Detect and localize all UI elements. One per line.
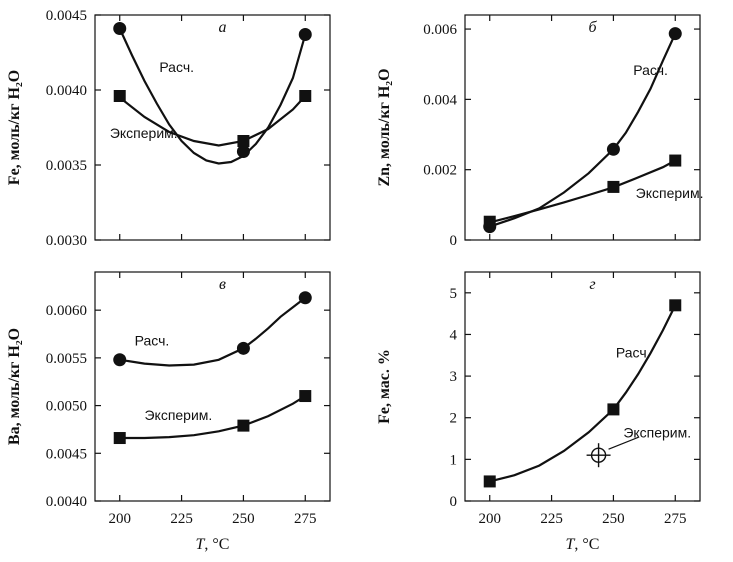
panel-g-frame bbox=[464, 271, 701, 502]
panel-v-annotation-1: Эксперим. bbox=[144, 407, 212, 423]
panel-v-ytick-label-2: 0.0050 bbox=[46, 399, 87, 415]
panel-b-ytick-label-3: 0.006 bbox=[423, 22, 457, 38]
panel-g-annotation-0: Расч. bbox=[616, 344, 651, 360]
panel-a-ytick-label-0: 0.0030 bbox=[46, 233, 87, 249]
panel-b-frame bbox=[464, 14, 701, 241]
panel-g-title: г bbox=[589, 276, 595, 293]
panel-a-series-0-point-0 bbox=[113, 22, 127, 35]
panel-g-series-1-point-0 bbox=[586, 443, 611, 468]
panel-a-series-0-line bbox=[118, 28, 307, 165]
panel-a-annotation-0: Расч. bbox=[159, 59, 194, 75]
panel-b-ytick-label-1: 0.002 bbox=[423, 163, 457, 179]
panel-b-ytick-label-0: 0 bbox=[450, 233, 458, 249]
panel-v-series-0-point-0 bbox=[113, 353, 127, 367]
panel-g-xlabel: T, °C bbox=[566, 536, 600, 553]
panel-v-ytick-label-3: 0.0055 bbox=[46, 351, 87, 367]
panel-a-frame bbox=[94, 14, 331, 241]
panel-a-ylabel: Fe, моль/кг H₂O bbox=[6, 70, 23, 185]
panel-b-ylabel: Zn, моль/кг H₂O bbox=[376, 68, 393, 186]
panel-g-xtick-label-225: 225 bbox=[540, 511, 563, 527]
panel-b-ytick-label-2: 0.004 bbox=[423, 92, 457, 108]
panel-v-ytick-label-4: 0.0060 bbox=[46, 303, 87, 319]
panel-v-xlabel: T, °C bbox=[196, 536, 230, 553]
panel-g-ytick-label-0: 0 bbox=[450, 494, 458, 510]
panel-a-title: а bbox=[219, 19, 227, 36]
panel-v-series-0-point-1 bbox=[236, 341, 250, 355]
panel-g-ytick-label-5: 5 bbox=[450, 286, 458, 302]
panel-v-xtick-label-275: 275 bbox=[294, 511, 317, 527]
panel-b-series-1-point-1 bbox=[607, 180, 620, 193]
panel-v-series-0-point-2 bbox=[298, 291, 312, 305]
panel-v-xtick-label-250: 250 bbox=[232, 511, 255, 527]
panel-b-annotation-0: Расч. bbox=[633, 62, 668, 78]
panel-v-ytick-label-0: 0.0040 bbox=[46, 494, 87, 510]
panel-v-series-1-point-0 bbox=[113, 432, 126, 445]
panel-a-ytick-label-3: 0.0045 bbox=[46, 8, 87, 24]
panel-g-ytick-label-4: 4 bbox=[450, 327, 458, 343]
panel-b-annotation-1: Эксперим. bbox=[636, 185, 704, 201]
panel-g-xtick-label-250: 250 bbox=[602, 511, 625, 527]
panel-a-ytick-label-1: 0.0035 bbox=[46, 158, 87, 174]
panel-a-series-0-point-2 bbox=[298, 28, 312, 41]
panel-v-series-1-point-2 bbox=[299, 390, 312, 403]
panel-g-series-0-line bbox=[489, 304, 677, 483]
panel-b-title: б bbox=[588, 19, 597, 36]
panel-a-series-1-point-2 bbox=[299, 90, 312, 102]
panel-v-xtick-label-200: 200 bbox=[108, 511, 131, 527]
panel-b-series-1-point-0 bbox=[483, 215, 496, 228]
panel-a-annotation-1: Эксперим. bbox=[110, 125, 178, 141]
panel-g-ytick-label-2: 2 bbox=[450, 411, 458, 427]
panel-v-ytick-label-1: 0.0045 bbox=[46, 446, 87, 462]
panel-b-series-1-point-2 bbox=[669, 154, 682, 167]
panel-a-series-1-point-1 bbox=[237, 135, 250, 147]
panel-g-series-0-point-1 bbox=[607, 403, 620, 416]
panel-b-series-0-point-1 bbox=[606, 142, 620, 156]
panel-a-series-1-point-0 bbox=[113, 90, 126, 102]
panel-a-series-1-line bbox=[119, 95, 307, 147]
panel-g-xtick-label-200: 200 bbox=[478, 511, 501, 527]
panel-g-xtick-label-275: 275 bbox=[664, 511, 687, 527]
panel-v-ylabel: Ba, моль/кг H₂O bbox=[6, 328, 23, 445]
panel-g-series-1-leader bbox=[608, 436, 639, 450]
panel-v-title: в bbox=[219, 276, 226, 293]
panel-g-ylabel: Fe, мас. % bbox=[376, 349, 393, 424]
panel-a-series-0-point-1 bbox=[236, 145, 250, 158]
panel-v-frame bbox=[94, 271, 331, 502]
panel-g-ytick-label-3: 3 bbox=[450, 369, 458, 385]
panel-b-series-1-line bbox=[489, 159, 676, 224]
panel-a-ytick-label-2: 0.0040 bbox=[46, 83, 87, 99]
panel-g-series-0-point-2 bbox=[669, 299, 682, 312]
panel-v-series-1-line bbox=[119, 395, 306, 440]
panel-g-ytick-label-1: 1 bbox=[450, 452, 458, 468]
panel-g-series-0-point-0 bbox=[483, 475, 496, 488]
panel-b-series-0-point-2 bbox=[668, 27, 682, 41]
panel-v-xtick-label-225: 225 bbox=[170, 511, 193, 527]
panel-v-series-1-point-1 bbox=[237, 419, 250, 432]
panel-v-annotation-0: Расч. bbox=[135, 332, 170, 348]
panel-g-annotation-1: Эксперим. bbox=[623, 425, 691, 441]
